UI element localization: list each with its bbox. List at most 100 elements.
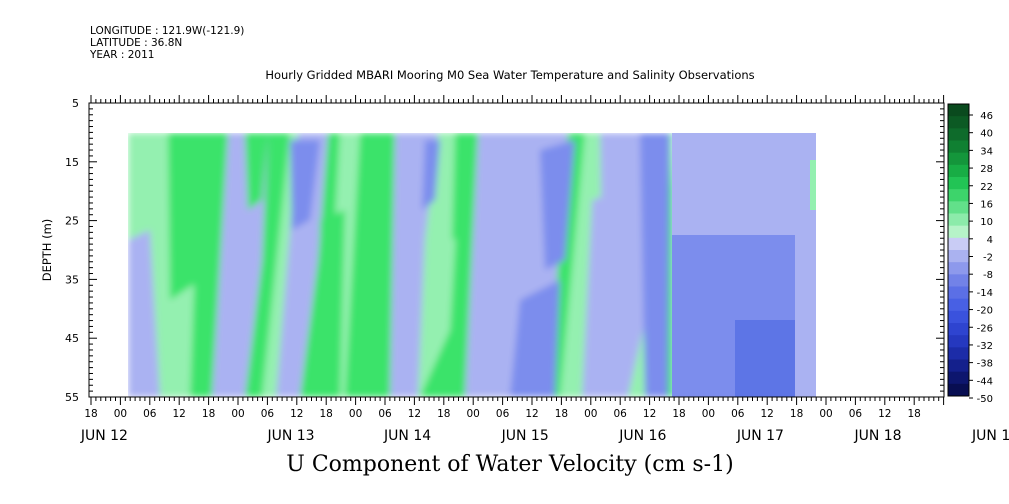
x-tick-label: 12 [761, 408, 774, 420]
x-tick-label: 00 [584, 408, 597, 420]
x-day-label: JUN 13 [266, 428, 314, 444]
field-flat-deep [735, 320, 797, 397]
colorbar-swatch [948, 335, 969, 348]
colorbar-label: -26 [977, 323, 993, 334]
y-axis: 5 15 25 35 45 55 [65, 97, 944, 404]
y-tick-label: 45 [65, 332, 79, 345]
velocity-field [128, 133, 816, 397]
x-tick-label: 06 [731, 408, 745, 420]
colorbar-label: 34 [980, 146, 993, 157]
x-tick-label: 06 [614, 408, 628, 420]
longitude-label: LONGITUDE : 121.9W(-121.9) [90, 25, 245, 37]
year-label: YEAR : 2011 [90, 49, 155, 61]
x-tick-label: 12 [290, 408, 303, 420]
colorbar-label: 46 [980, 111, 993, 122]
current-band [128, 230, 160, 397]
colorbar-label: 40 [980, 129, 993, 140]
x-tick-label: 12 [878, 408, 891, 420]
colorbar: 46 40 34 28 22 16 10 4 -2 -8 -14 -20 -26 -32 -38 -44 -50 [947, 103, 993, 405]
colorbar-swatch [948, 225, 969, 239]
x-tick-label: 00 [819, 408, 832, 420]
x-tick-label: 18 [555, 408, 568, 420]
colorbar-swatch [948, 213, 969, 227]
x-day-label: JUN 17 [736, 428, 784, 444]
colorbar-swatch [948, 104, 969, 117]
colorbar-swatch [948, 383, 969, 397]
y-tick-label: 35 [65, 273, 79, 286]
colorbar-swatch [948, 152, 969, 166]
current-band [355, 133, 395, 397]
colorbar-label: -2 [983, 253, 993, 264]
x-tick-label: 06 [496, 408, 510, 420]
colorbar-label: -8 [983, 270, 993, 281]
colorbar-swatch [948, 323, 969, 336]
field-edge-green [810, 160, 816, 210]
current-band [245, 133, 268, 210]
colorbar-swatch [948, 310, 969, 324]
chart-subtitle: U Component of Water Velocity (cm s-1) [286, 452, 734, 477]
x-tick-label: 12 [643, 408, 656, 420]
current-band [422, 140, 440, 210]
x-day-label: JUN 15 [501, 428, 549, 444]
x-tick-label: 00 [231, 408, 244, 420]
x-tick-label: 06 [378, 408, 392, 420]
colorbar-swatch [948, 274, 969, 287]
x-tick-label: 18 [84, 408, 97, 420]
current-band [168, 133, 205, 300]
x-tick-label: 00 [467, 408, 480, 420]
x-day-label: JUN 12 [80, 428, 128, 444]
x-tick-label: 18 [790, 408, 803, 420]
y-axis-label: DEPTH (m) [40, 219, 54, 282]
x-tick-label: 06 [849, 408, 863, 420]
colorbar-label: -50 [977, 394, 993, 405]
x-tick-label: 00 [114, 408, 127, 420]
current-band [276, 133, 328, 397]
colorbar-swatch [948, 164, 969, 178]
y-tick-label: 25 [65, 215, 79, 228]
current-band [540, 140, 575, 270]
colorbar-swatch [948, 262, 969, 275]
x-tick-label: 18 [908, 408, 921, 420]
y-tick-label: 5 [72, 97, 79, 110]
current-band [510, 280, 560, 397]
x-tick-label: 06 [261, 408, 275, 420]
x-tick-label: 18 [320, 408, 333, 420]
colorbar-swatch [948, 359, 969, 373]
x-tick-label: 18 [202, 408, 215, 420]
colorbar-label: 4 [987, 235, 993, 246]
colorbar-swatch [948, 250, 969, 263]
current-band [452, 133, 478, 240]
chart-title: Hourly Gridded MBARI Mooring M0 Sea Wate… [265, 68, 755, 82]
x-tick-label: 06 [143, 408, 157, 420]
x-tick-label: 00 [349, 408, 362, 420]
colorbar-label: 16 [980, 199, 993, 210]
colorbar-label: -20 [977, 306, 993, 317]
colorbar-swatch [948, 189, 969, 202]
colorbar-swatch [948, 237, 969, 251]
x-tick-label: 00 [702, 408, 715, 420]
current-band [290, 140, 320, 230]
colorbar-label: 28 [980, 164, 993, 175]
x-tick-label: 12 [525, 408, 538, 420]
x-tick-label: 18 [437, 408, 450, 420]
colorbar-swatch [948, 128, 969, 141]
colorbar-swatch [948, 347, 969, 360]
colorbar-label: -32 [977, 341, 993, 352]
x-tick-label: 12 [173, 408, 186, 420]
colorbar-swatch [948, 201, 969, 214]
colorbar-label: 10 [980, 217, 993, 228]
colorbar-label: 22 [980, 182, 993, 193]
colorbar-swatch [948, 298, 969, 312]
colorbar-label: -44 [977, 376, 993, 387]
colorbar-swatch [948, 116, 969, 129]
x-tick-label: 18 [672, 408, 685, 420]
field-blobs [128, 133, 675, 397]
x-day-label: JUN 16 [618, 428, 666, 444]
colorbar-swatch [948, 140, 969, 154]
x-axis: 18 00 06 12 18 00 06 12 18 00 06 12 18 00 06 12 18 00 06 12… [80, 95, 1009, 444]
x-day-label: JUN 18 [853, 428, 901, 444]
x-tick-label: 12 [408, 408, 421, 420]
colorbar-label: -14 [977, 288, 993, 299]
